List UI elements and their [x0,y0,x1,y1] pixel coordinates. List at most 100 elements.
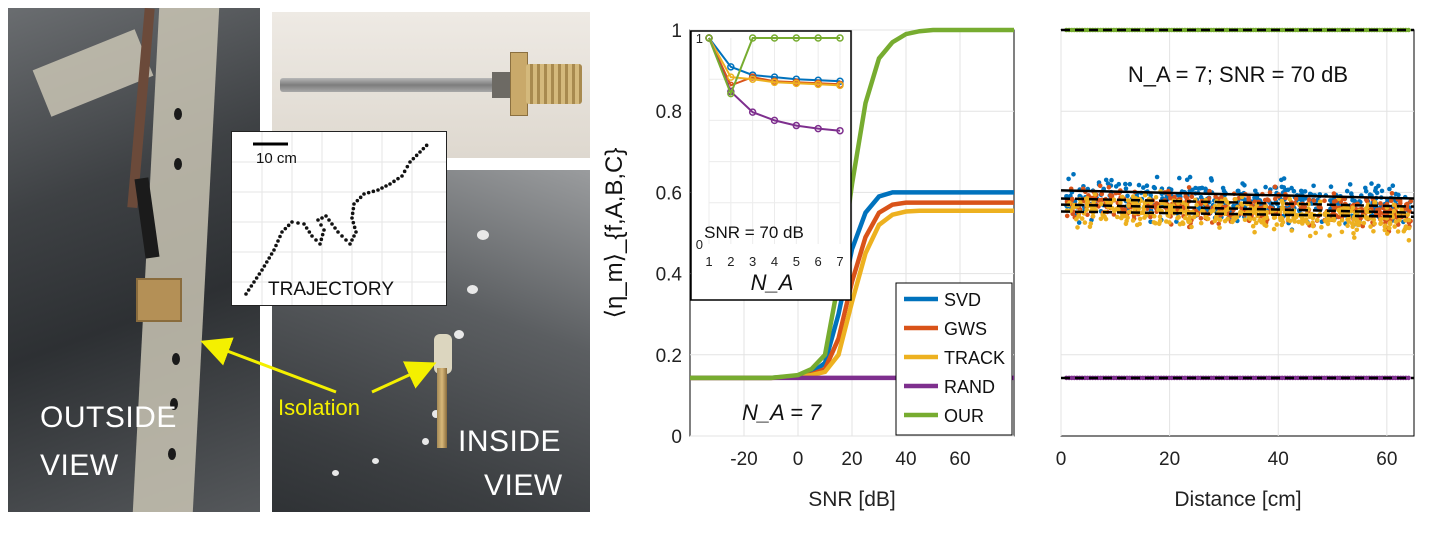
scatter-point-svd [1376,183,1381,189]
scatter-point-gws [1207,188,1212,194]
scatter-point-gws [1111,212,1117,217]
x-tick-labels: 0 20 40 60 [1056,449,1398,470]
scatter-point-svd [1350,198,1355,203]
y-tick-label: 0.4 [656,265,683,286]
x-tick-labels: -20 0 20 40 60 [730,449,970,470]
scatter-point-track [1336,220,1342,226]
scatter-point-gws [1189,194,1195,200]
fit-line [1060,197,1415,208]
scatter-point-track [1405,212,1410,217]
trajectory-dot [316,218,320,222]
scatter-point-track [1318,199,1323,204]
scatter-point-track [1372,221,1377,226]
scatter-point-svd [1281,176,1287,181]
scatter-point-track [1378,221,1383,227]
scatter-point-track [1403,218,1408,223]
scatter-point-svd [1148,193,1153,198]
efficiency-vs-distance-chart: 0 20 40 60 Distance [cm] N_A = 7; SNR = 70 … [1056,27,1415,511]
scatter-point-gws [1388,198,1394,203]
trajectory-dot [319,223,323,227]
scatter-point-track [1271,226,1277,232]
scatter-point-svd [1379,188,1385,194]
inset-marker [792,79,801,88]
scatter-point-track [1246,215,1252,220]
scatter-point-svd [1184,177,1190,183]
trajectory-dot [380,186,384,190]
scatter-point-track [1151,220,1157,225]
scatter-point-svd [1281,185,1287,190]
scatter-point-svd [1076,220,1082,225]
scatter-point-track [1198,220,1204,226]
scatter-point-track [1387,225,1392,231]
scatter-point-track [1091,200,1096,205]
scatter-point-track [1325,221,1331,227]
probe-thread [526,64,582,104]
scatter-point-track [1307,214,1313,219]
scatter-point-svd [1066,176,1071,182]
x-axis-label: Distance [cm] [1174,488,1301,511]
scatter-point-svd [1071,172,1076,177]
scatter-point-track [1084,207,1089,212]
trajectory-dot [352,202,356,206]
trajectory-dot [354,230,358,234]
scatter-point-svd [1109,177,1114,183]
trajectory-dot [388,182,392,186]
scatter-point-gws [1099,191,1105,197]
trajectory-dot [272,248,276,252]
trajectory-dot [350,238,354,242]
scatter-point-track [1070,205,1076,210]
y-tick-label: 0 [671,427,682,448]
scatter-point-svd [1328,184,1334,189]
scatter-point-gws [1389,191,1395,196]
scatter-point-track [1365,204,1370,210]
scatter-point-track [1349,221,1355,226]
scatter-point-gws [1168,195,1173,201]
trajectory-dot [276,239,280,243]
scatter-point-svd [1253,188,1258,194]
scatter-point-svd [1103,177,1109,183]
scatter-point-track [1252,216,1257,222]
outside-view-photo: OUTSIDE VIEW [8,8,260,512]
light-spot [477,230,489,240]
scatter-point-track [1251,210,1256,215]
scatter-point-track [1345,223,1350,228]
scatter-point-track [1087,224,1093,230]
trajectory-dot [355,198,360,203]
trajectory-dot [351,206,356,211]
scatter-point-track [1186,217,1191,223]
scatter-point-track [1307,233,1313,239]
scatter-point-track [1109,205,1115,211]
efficiency-vs-snr-chart: 00.20.40.60.81 -20 0 20 40 60 SNR [dB] ⟨η_m⟩… [601,21,1015,511]
scatter-point-gws [1306,197,1312,202]
inset-line-our [708,37,840,97]
scatter-point-svd [1123,186,1129,191]
scatter-point-track [1216,202,1222,208]
scatter-point-gws [1311,198,1317,203]
legend-entries: SVD GWS TRACK RAND OUR [904,290,1005,426]
trajectory-dot [330,222,334,226]
trajectory-dot [418,150,422,154]
trajectory-dot [324,214,328,218]
scatter-point-gws [1154,201,1159,206]
tape-hole [168,448,176,460]
inset-frame [690,30,852,301]
trajectory-dot [249,284,254,288]
trajectory-dot [302,222,306,226]
trajectory-dot [348,242,352,246]
trajectory-dot [358,195,363,200]
light-spot [332,470,339,476]
light-spot [422,438,429,445]
scatter-point-track [1205,216,1211,222]
scatter-point-svd [1387,186,1392,192]
trajectory-dot [283,226,288,231]
trajectory-dot [344,238,348,242]
trajectory-dot [350,216,354,220]
x-tick-label: -20 [730,449,757,470]
inset-marker [792,34,801,42]
scatter-point-track [1310,223,1316,229]
trajectory-inset: 10 cm TRAJECTORY [231,131,447,306]
scatter-point-gws [1266,198,1271,203]
scatter-point-gws [1184,196,1190,201]
scatter-point-track [1383,223,1388,228]
trajectory-label: TRAJECTORY [268,279,394,300]
